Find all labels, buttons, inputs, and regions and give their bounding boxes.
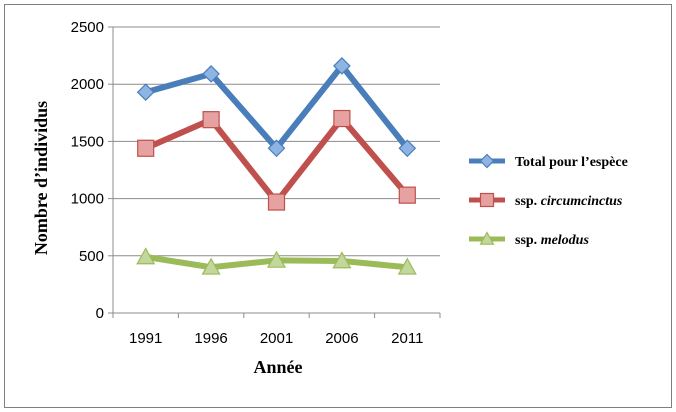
y-tick-label: 2500: [71, 19, 104, 36]
legend-entry: Total pour l’espèce: [469, 153, 628, 170]
legend-swatch-marker: [479, 153, 495, 169]
legend-swatch-marker: [479, 231, 495, 245]
legend-entry: ssp. circumcinctus: [469, 192, 623, 209]
data-point: [201, 257, 221, 275]
legend-label-plain: ssp.: [515, 194, 541, 209]
data-point: [397, 257, 417, 275]
legend-label: ssp. melodus: [515, 233, 589, 248]
axes: 0 500 1000 1500 2000 2500 1991 1996 2001 2006 2011: [71, 19, 441, 347]
data-point: [266, 250, 287, 268]
legend-label: ssp. circumcinctus: [515, 194, 623, 209]
data-point: [136, 247, 156, 265]
data-point: [136, 83, 155, 102]
y-tick-label: 1500: [71, 133, 104, 150]
y-tick-label: 500: [79, 248, 104, 265]
data-point: [202, 111, 220, 129]
legend-label: Total pour l’espèce: [515, 155, 628, 170]
x-tick-label: 2001: [260, 330, 293, 347]
series-1: [136, 57, 417, 158]
y-axis-title: Nombre d’individus: [31, 101, 51, 255]
data-point: [398, 139, 417, 158]
legend-swatch-marker: [479, 192, 495, 208]
data-point: [333, 109, 351, 128]
legend-entry: ssp. melodus: [469, 231, 589, 248]
data-point: [202, 65, 220, 83]
data-point: [398, 186, 416, 204]
x-tick-label: 1996: [194, 330, 227, 347]
x-tick-label: 2011: [391, 330, 423, 347]
legend-label-plain: Total pour l’espèce: [515, 155, 628, 170]
y-tick-label: 1000: [71, 191, 104, 208]
data-point: [137, 139, 155, 157]
series-3: [136, 247, 417, 275]
x-tick-label: 2006: [325, 330, 358, 347]
legend-label-plain: ssp.: [515, 233, 541, 248]
legend-label-italic: circumcinctus: [541, 194, 623, 209]
x-axis-title: Année: [254, 357, 303, 377]
series-2: [137, 109, 416, 211]
data-point: [333, 57, 351, 75]
series-layer: [136, 57, 417, 275]
data-point: [267, 139, 286, 158]
legend-label-italic: melodus: [541, 233, 590, 248]
x-tick-label: 1991: [129, 330, 162, 347]
y-tick-label: 2000: [71, 76, 104, 93]
data-point: [267, 193, 286, 211]
data-point: [332, 251, 352, 269]
y-tick-label: 0: [96, 305, 104, 322]
